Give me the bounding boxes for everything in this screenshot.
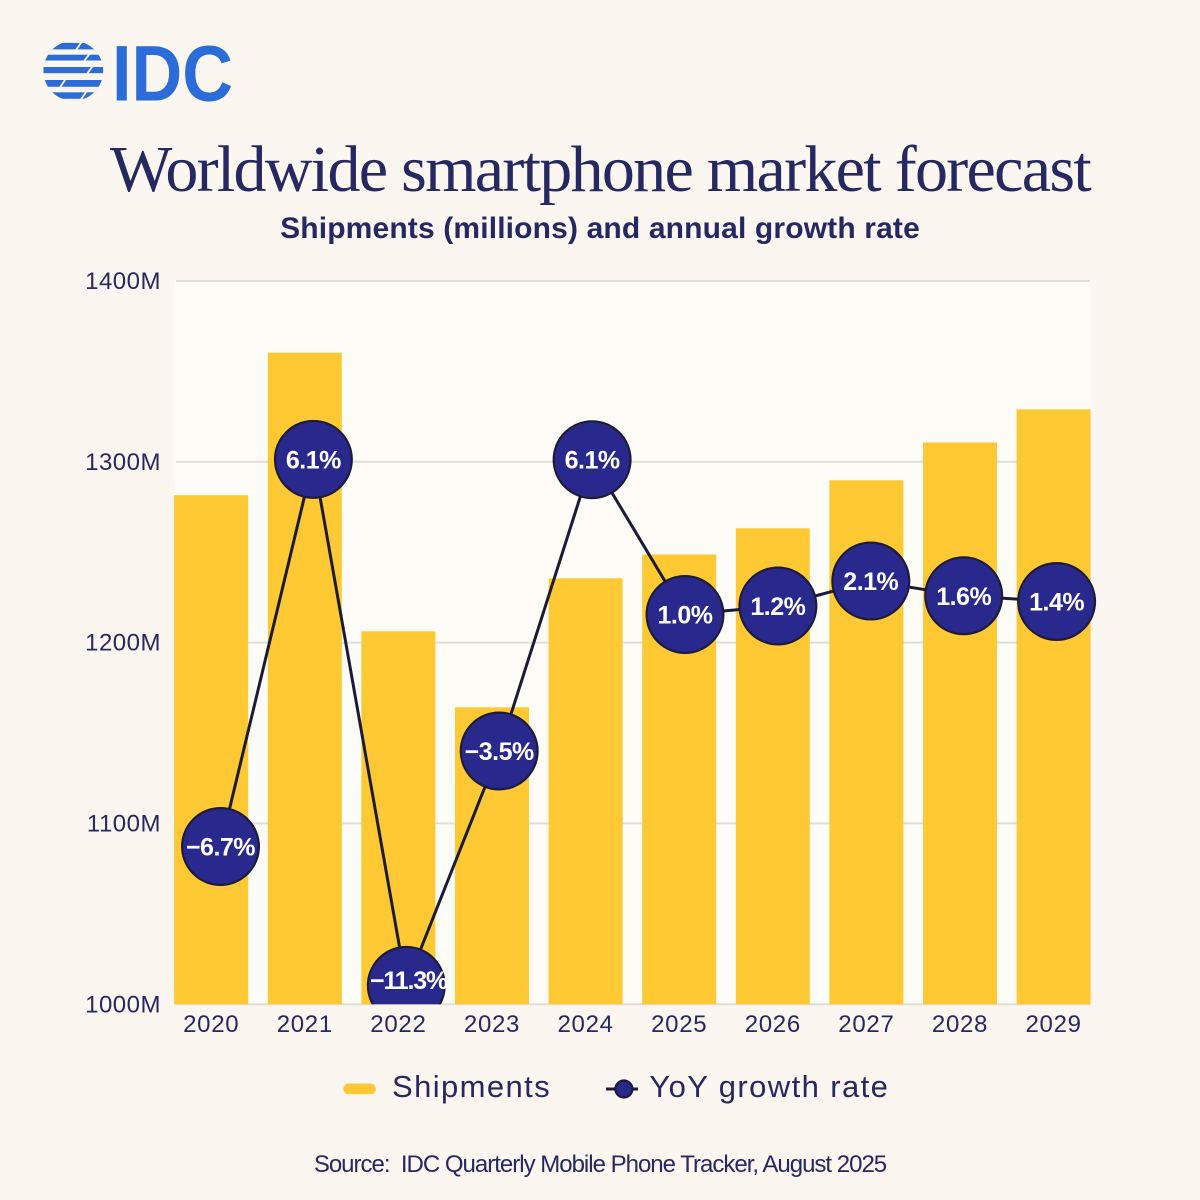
svg-text:2021: 2021 (277, 1011, 333, 1038)
svg-text:Shipments: Shipments (392, 1069, 551, 1104)
svg-text:6.1%: 6.1% (286, 446, 341, 474)
svg-text:1.2%: 1.2% (750, 593, 805, 621)
svg-text:−3.5%: −3.5% (465, 738, 534, 766)
svg-text:2022: 2022 (370, 1011, 426, 1038)
svg-text:2023: 2023 (464, 1011, 520, 1038)
svg-text:2027: 2027 (838, 1011, 894, 1038)
svg-text:Worldwide smartphone market fo: Worldwide smartphone market forecast (110, 133, 1091, 206)
svg-text:Shipments (millions) and annua: Shipments (millions) and annual growth r… (280, 212, 920, 245)
svg-text:1200M: 1200M (85, 630, 161, 657)
svg-text:Source: IDC Quarterly Mobile: Source: IDC Quarterly Mobile Phone Track… (314, 1151, 887, 1178)
svg-text:IDC: IDC (112, 28, 233, 117)
svg-text:2024: 2024 (557, 1011, 613, 1038)
svg-text:1100M: 1100M (87, 810, 161, 837)
svg-text:1300M: 1300M (85, 449, 161, 476)
svg-text:YoY growth rate: YoY growth rate (649, 1069, 889, 1104)
svg-text:2028: 2028 (932, 1011, 988, 1038)
svg-text:1400M: 1400M (85, 268, 161, 295)
svg-text:2026: 2026 (745, 1011, 801, 1038)
svg-text:2020: 2020 (183, 1011, 239, 1038)
svg-text:1.4%: 1.4% (1029, 589, 1084, 617)
svg-text:2.1%: 2.1% (843, 568, 898, 596)
svg-text:2025: 2025 (651, 1011, 707, 1038)
svg-text:2029: 2029 (1025, 1011, 1081, 1038)
svg-text:1.0%: 1.0% (658, 602, 713, 630)
svg-text:1.6%: 1.6% (936, 583, 991, 611)
svg-text:−11.3%: −11.3% (370, 967, 448, 995)
svg-text:1000M: 1000M (85, 991, 161, 1018)
svg-text:6.1%: 6.1% (565, 447, 620, 475)
svg-text:−6.7%: −6.7% (186, 834, 255, 862)
